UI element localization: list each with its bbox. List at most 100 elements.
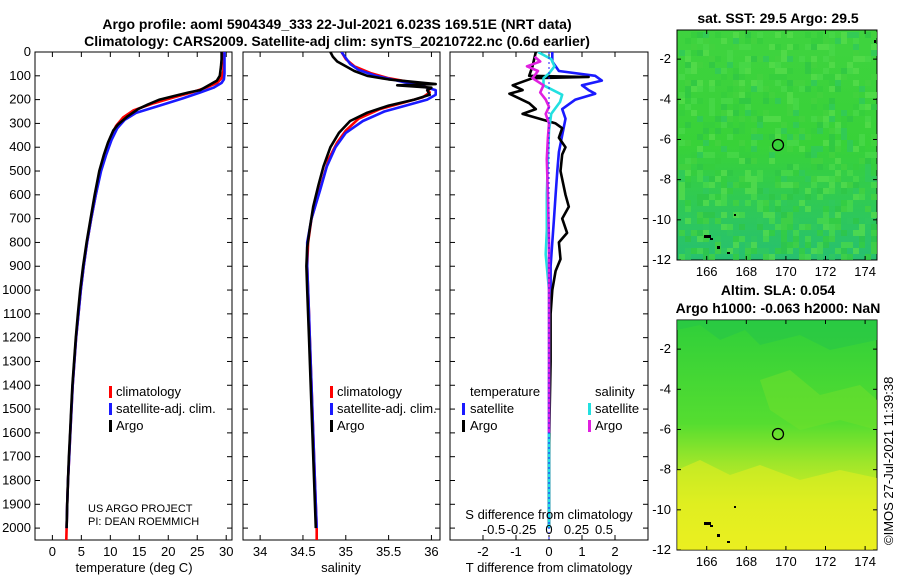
x-tick-label: 30	[219, 544, 233, 559]
sst-map-cell	[829, 254, 835, 260]
sst-map-cell	[853, 176, 859, 182]
sst-map-cell	[871, 230, 877, 236]
sst-map-cell	[685, 38, 691, 44]
sst-map-cell	[823, 224, 829, 230]
sst-map-cell	[685, 68, 691, 74]
sst-map-cell	[751, 146, 757, 152]
sst-map-cell	[793, 44, 799, 50]
sst-map-cell	[781, 194, 787, 200]
sst-map-cell	[811, 104, 817, 110]
sst-map-cell	[817, 128, 823, 134]
sst-map-cell	[715, 140, 721, 146]
sst-map-cell	[751, 140, 757, 146]
sst-map-cell	[829, 224, 835, 230]
sst-map-cell	[709, 182, 715, 188]
sst-map-cell	[697, 62, 703, 68]
sst-map-cell	[775, 62, 781, 68]
sst-map-cell	[697, 86, 703, 92]
sst-map-cell	[697, 152, 703, 158]
sst-map-cell	[745, 62, 751, 68]
sst-map-cell	[841, 200, 847, 206]
map-x-tick-label: 170	[775, 264, 797, 279]
sst-map-cell	[823, 56, 829, 62]
sst-map-cell	[685, 104, 691, 110]
sst-map-cell	[787, 224, 793, 230]
sst-map-cell	[721, 200, 727, 206]
sst-map-cell	[697, 200, 703, 206]
sst-map-cell	[685, 212, 691, 218]
sst-map-cell	[811, 158, 817, 164]
map-y-tick-label: -12	[652, 252, 671, 267]
sst-map-cell	[829, 200, 835, 206]
sst-map-cell	[733, 128, 739, 134]
sla-map-title-line1: Altim. SLA: 0.054	[721, 282, 836, 298]
sst-map-cell	[793, 182, 799, 188]
sst-map-cell	[745, 182, 751, 188]
sst-map-cell	[739, 86, 745, 92]
sst-map-cell	[871, 32, 877, 38]
sst-map-cell	[853, 92, 859, 98]
sst-map-cell	[733, 68, 739, 74]
sst-map-cell	[835, 74, 841, 80]
sst-map-cell	[757, 176, 763, 182]
sst-map-cell	[841, 116, 847, 122]
sst-float-marker	[771, 138, 785, 152]
sst-map-cell	[697, 146, 703, 152]
sst-map-cell	[697, 218, 703, 224]
sst-map-cell	[769, 116, 775, 122]
sst-map-cell	[703, 152, 709, 158]
legend-label-s-argo: Argo	[595, 418, 622, 433]
sst-map-cell	[721, 92, 727, 98]
sst-map-cell	[727, 116, 733, 122]
sst-map-cell	[739, 122, 745, 128]
sst-map-cell	[835, 146, 841, 152]
sst-map-cell	[751, 128, 757, 134]
sst-map-cell	[757, 122, 763, 128]
sst-map-cell	[721, 38, 727, 44]
sst-map-cell	[781, 236, 787, 242]
sst-map-cell	[715, 116, 721, 122]
sst-map-cell	[787, 134, 793, 140]
sst-map-cell	[829, 56, 835, 62]
sst-map-cell	[847, 242, 853, 248]
sst-map-cell	[739, 140, 745, 146]
sst-map-cell	[679, 170, 685, 176]
sst-map-cell	[751, 80, 757, 86]
sst-map-cell	[715, 158, 721, 164]
sst-map-cell	[697, 248, 703, 254]
sst-map-cell	[757, 86, 763, 92]
sla-float-marker	[771, 427, 785, 441]
sst-map-cell	[853, 44, 859, 50]
sst-map-cell	[739, 128, 745, 134]
sst-map-cell	[757, 32, 763, 38]
sst-map-cell	[727, 230, 733, 236]
sst-map-cell	[871, 212, 877, 218]
sst-map-cell	[679, 98, 685, 104]
sst-map-cell	[745, 44, 751, 50]
x-tick-label: 10	[103, 544, 117, 559]
sst-map-cell	[697, 50, 703, 56]
sst-map-cell	[805, 32, 811, 38]
sst-map-cell	[715, 200, 721, 206]
sst-map-cell	[853, 56, 859, 62]
sst-map-cell	[751, 158, 757, 164]
x-tick-label: 34.5	[290, 544, 315, 559]
sst-map-cell	[871, 44, 877, 50]
map-y-tick-label: -12	[652, 542, 671, 557]
sst-map-cell	[709, 98, 715, 104]
sst-map-cell	[823, 242, 829, 248]
sst-map-cell	[865, 176, 871, 182]
sst-map-cell	[793, 188, 799, 194]
sst-map-cell	[865, 152, 871, 158]
legend-swatch-climatology	[330, 386, 333, 398]
sst-map-cell	[679, 74, 685, 80]
sst-map-cell	[715, 80, 721, 86]
sst-map-cell	[763, 230, 769, 236]
sst-map-cell	[745, 92, 751, 98]
sst-map-cell	[715, 176, 721, 182]
sst-map-cell	[847, 116, 853, 122]
y-tick-label: 1300	[2, 353, 31, 368]
sst-map-cell	[745, 188, 751, 194]
sst-map-cell	[871, 140, 877, 146]
sst-map-cell	[697, 164, 703, 170]
